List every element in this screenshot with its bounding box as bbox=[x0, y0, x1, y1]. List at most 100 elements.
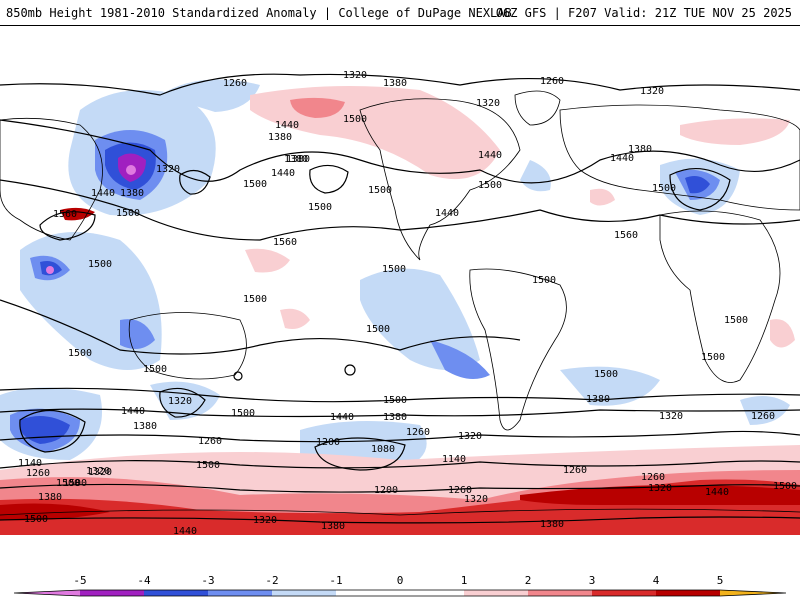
colorbar-bin-neg3 bbox=[144, 590, 208, 596]
neg-anomaly-area bbox=[560, 366, 660, 406]
contour-label: 1320 bbox=[476, 98, 500, 109]
contour-line bbox=[233, 371, 243, 381]
pos-anomaly-peak bbox=[520, 485, 800, 505]
colorbar-tick: -2 bbox=[265, 574, 278, 587]
contour-label: 1500 bbox=[368, 185, 392, 196]
colorbar-tick: -3 bbox=[201, 574, 214, 587]
neg-anomaly-extreme bbox=[126, 165, 136, 175]
contour-label: 1380 bbox=[628, 144, 652, 155]
contour-line bbox=[159, 387, 206, 418]
contour-line bbox=[39, 211, 96, 241]
neg-anomaly-area bbox=[520, 160, 551, 192]
contour-label: 1260 bbox=[198, 436, 222, 447]
contour-label: 1500 bbox=[701, 352, 725, 363]
pos-anomaly-peak bbox=[0, 503, 110, 521]
colorbar-tick: 4 bbox=[653, 574, 660, 587]
pos-anomaly-core bbox=[290, 97, 345, 118]
contour-label: 1560 bbox=[614, 230, 638, 241]
contour-label: 1260 bbox=[641, 472, 665, 483]
asia-east-outline bbox=[0, 117, 103, 241]
contour-label: 1500 bbox=[88, 259, 112, 270]
colorbar-tick: -1 bbox=[329, 574, 342, 587]
north-america-outline bbox=[359, 98, 521, 261]
contour-label: 1320 bbox=[640, 86, 664, 97]
colorbar-tick: 2 bbox=[525, 574, 532, 587]
contour-label: 1500 bbox=[116, 208, 140, 219]
colorbar-tick: -5 bbox=[73, 574, 86, 587]
contour-line bbox=[0, 299, 521, 355]
pos-anomaly-peak bbox=[60, 207, 95, 221]
contour-line bbox=[0, 179, 800, 241]
contour-line bbox=[0, 408, 800, 418]
contour-label: 1440 bbox=[121, 406, 145, 417]
contour-label: 1320 bbox=[659, 411, 683, 422]
contour-label: 1500 bbox=[243, 294, 267, 305]
colorbar-bin-pos1 bbox=[464, 590, 528, 596]
contour-label: 1500 bbox=[243, 179, 267, 190]
map-header: 850mb Height 1981-2010 Standardized Anom… bbox=[0, 0, 800, 26]
contour-label: 1200 bbox=[316, 437, 340, 448]
contour-line bbox=[309, 164, 349, 194]
contour-label: 1560 bbox=[273, 237, 297, 248]
contour-label: 1500 bbox=[594, 369, 618, 380]
height-contours bbox=[0, 73, 800, 524]
anomaly-shading bbox=[0, 79, 800, 535]
neg-anomaly-peak bbox=[685, 176, 710, 194]
coastlines bbox=[0, 90, 800, 516]
contour-label: 1500 bbox=[68, 348, 92, 359]
contour-label: 1500 bbox=[724, 315, 748, 326]
valid-time: 06Z GFS | F207 Valid: 21Z TUE NOV 25 202… bbox=[495, 6, 792, 20]
antarctica-outline bbox=[0, 508, 800, 516]
contour-line bbox=[0, 73, 800, 96]
contour-label: 1260 bbox=[540, 76, 564, 87]
colorbar-bin-pos3 bbox=[592, 590, 656, 596]
contour-label: 1500 bbox=[382, 264, 406, 275]
australia-outline bbox=[128, 312, 247, 380]
anomaly-colorbar: -5 -4 -3 -2 -1 0 1 2 3 4 5 bbox=[13, 574, 787, 597]
contour-label: 1260 bbox=[26, 468, 50, 479]
contour-label: 1440 bbox=[330, 412, 354, 423]
contour-label: 1260 bbox=[406, 427, 430, 438]
colorbar-bin-pos2 bbox=[528, 590, 592, 596]
colorbar-tick: 3 bbox=[589, 574, 596, 587]
contour-label: 1140 bbox=[18, 458, 42, 469]
colorbar-bin-pos4 bbox=[656, 590, 720, 596]
contour-label: 1380 bbox=[284, 154, 308, 165]
colorbar-tick: 1 bbox=[461, 574, 468, 587]
contour-label: 1140 bbox=[442, 454, 466, 465]
contour-line bbox=[344, 364, 356, 376]
contour-label: 1500 bbox=[652, 183, 676, 194]
contour-label: 1380 bbox=[120, 188, 144, 199]
contour-label: 1380 bbox=[286, 154, 310, 165]
contour-label: 1380 bbox=[321, 521, 345, 532]
contour-label: 1320 bbox=[253, 515, 277, 526]
contour-label: 1440 bbox=[435, 208, 459, 219]
contour-label: 1320 bbox=[343, 70, 367, 81]
contour-line bbox=[179, 169, 211, 195]
contour-label: 1380 bbox=[383, 78, 407, 89]
contour-label: 1500 bbox=[231, 408, 255, 419]
contour-label: 1440 bbox=[705, 487, 729, 498]
contour-label: 1500 bbox=[63, 478, 87, 489]
colorbar-bin-pos5 bbox=[720, 590, 786, 596]
colorbar-bin-neg1 bbox=[272, 590, 336, 596]
pos-anomaly-area bbox=[590, 188, 615, 206]
colorbar-ticks: -5 -4 -3 -2 -1 0 1 2 3 4 5 bbox=[73, 574, 723, 587]
contour-label: 1500 bbox=[143, 364, 167, 375]
contour-label: 1560 bbox=[53, 209, 77, 220]
colorbar-outline bbox=[13, 589, 787, 597]
contour-label: 1380 bbox=[133, 421, 157, 432]
contour-label: 1260 bbox=[448, 485, 472, 496]
contour-line bbox=[0, 460, 800, 469]
map-title: 850mb Height 1981-2010 Standardized Anom… bbox=[6, 6, 512, 20]
contour-label: 1500 bbox=[773, 481, 797, 492]
contour-line bbox=[0, 430, 800, 443]
africa-outline bbox=[659, 210, 781, 383]
colorbar-bin-zero bbox=[336, 590, 464, 596]
contour-label: 1440 bbox=[275, 120, 299, 131]
colorbar-tick: 0 bbox=[397, 574, 404, 587]
contour-label: 1440 bbox=[173, 526, 197, 537]
contour-line bbox=[314, 437, 406, 471]
contour-labels: 1320 1380 1260 1260 1320 1440 1380 1500 … bbox=[18, 70, 797, 537]
contour-label: 1080 bbox=[371, 444, 395, 455]
